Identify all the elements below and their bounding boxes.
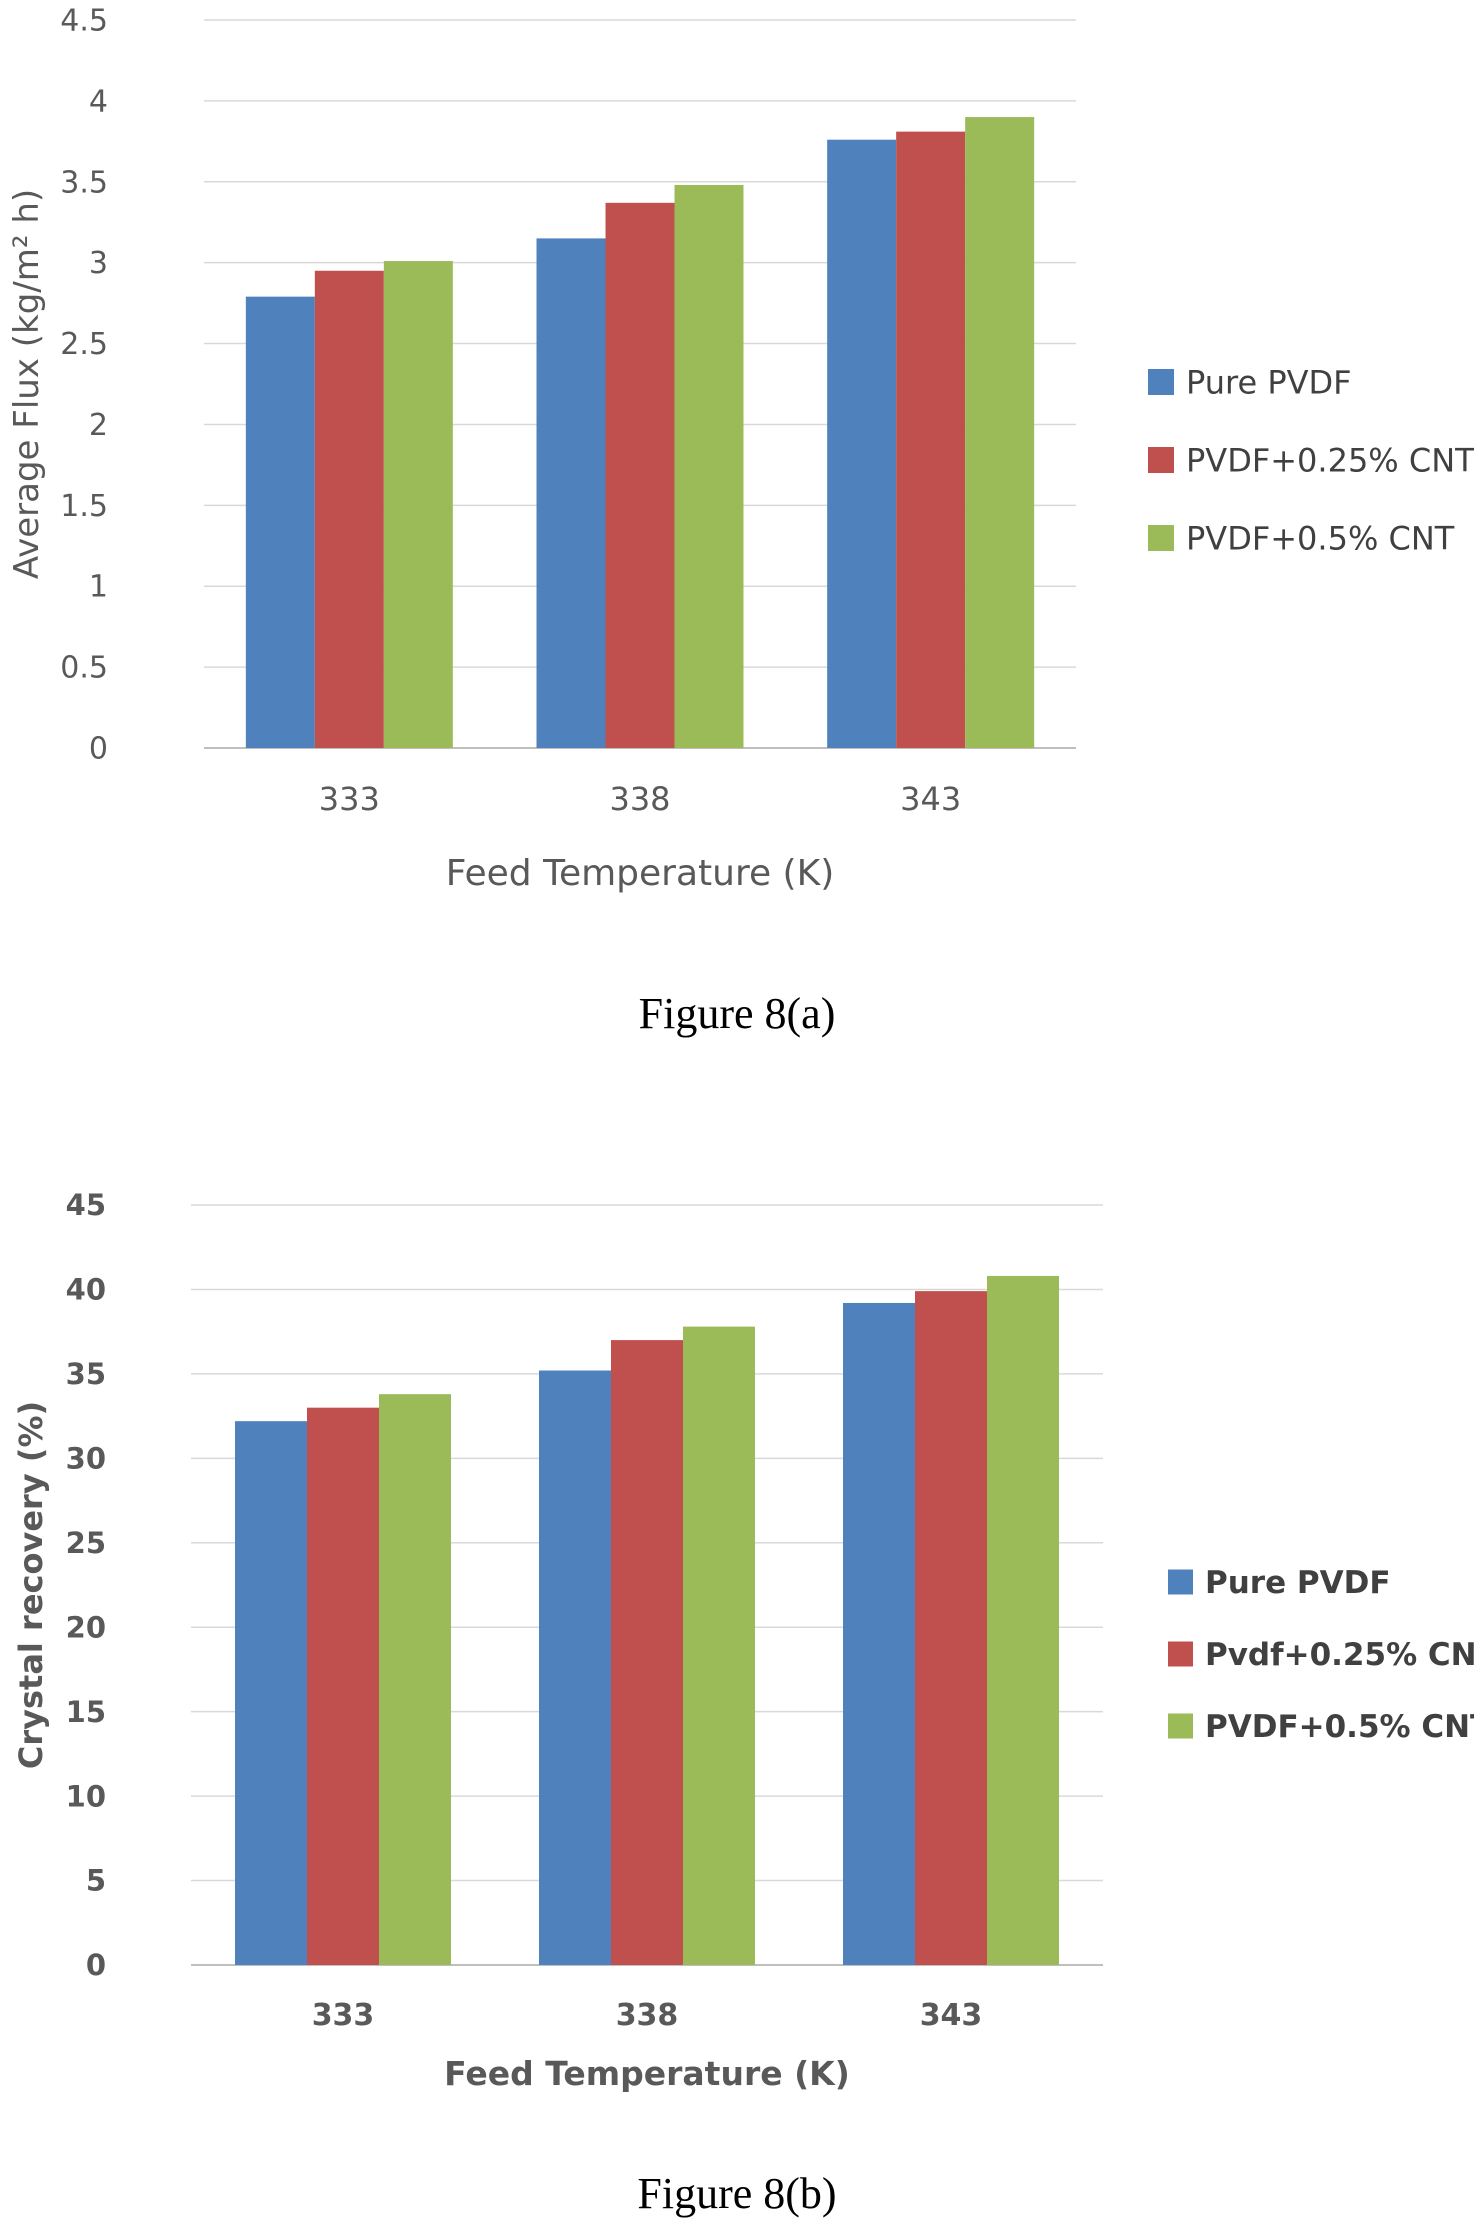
legend-swatch: [1168, 1641, 1193, 1667]
y-tick-label: 3.5: [60, 165, 108, 200]
x-tick-label: 333: [312, 1998, 375, 2033]
bar: [307, 1407, 379, 1965]
chart-figure-8b: 0 5 10 15 20 25 30 35 40 45 333 338 343 Feed Temperat…: [12, 1188, 1474, 2093]
bar: [605, 202, 675, 748]
bar: [379, 1394, 451, 1965]
y-tick-label: 1: [89, 570, 108, 605]
y-tick-label: 35: [66, 1357, 106, 1391]
bar: [827, 139, 897, 748]
x-tick-label: 343: [920, 1998, 983, 2033]
y-tick-label: 4: [89, 84, 108, 119]
legend-label: PVDF+0.25% CNT: [1186, 442, 1474, 480]
y-tick-label: 2: [89, 408, 108, 443]
y-tick-label: 10: [66, 1779, 106, 1813]
bar: [965, 117, 1035, 749]
bar: [314, 270, 384, 748]
x-tick-label: 338: [609, 780, 670, 818]
y-tick-label: 0.5: [60, 651, 108, 686]
bar: [896, 131, 966, 749]
y-tick-label: 30: [66, 1441, 106, 1475]
legend-swatch: [1148, 525, 1174, 551]
bar: [611, 1340, 683, 1965]
bar: [987, 1275, 1059, 1965]
legend-swatch: [1168, 1569, 1193, 1595]
y-axis-title: Crystal recovery (%): [12, 1401, 50, 1769]
y-tick-label: 5: [86, 1864, 106, 1898]
y-tick-label: 45: [66, 1188, 106, 1222]
y-tick-label: 20: [66, 1610, 106, 1644]
bar: [683, 1326, 755, 1965]
y-tick-label: 3: [89, 246, 108, 281]
x-tick-label: 343: [900, 780, 961, 818]
y-tick-label: 40: [66, 1273, 106, 1307]
legend-label: Pure PVDF: [1205, 1565, 1391, 1601]
legend-swatch: [1148, 369, 1174, 395]
legend-label: PVDF+0.5% CNT: [1186, 520, 1455, 558]
figure-caption-a: Figure 8(a): [638, 989, 836, 1038]
y-tick-label: 2.5: [60, 327, 108, 362]
bar: [915, 1291, 987, 1965]
legend-label: Pvdf+0.25% CNT: [1205, 1637, 1474, 1673]
bar: [235, 1421, 307, 1965]
bar: [536, 238, 606, 748]
y-tick-label: 4.5: [60, 4, 108, 39]
y-tick-label: 1.5: [60, 489, 108, 524]
y-tick-label: 0: [86, 1948, 106, 1982]
bar: [674, 185, 744, 749]
bar: [245, 296, 315, 748]
x-tick-label: 338: [616, 1998, 679, 2033]
y-tick-label: 25: [66, 1526, 106, 1560]
bar: [843, 1302, 915, 1965]
bar: [539, 1370, 611, 1965]
legend-label: Pure PVDF: [1186, 364, 1352, 402]
bar: [383, 261, 453, 748]
y-tick-label: 0: [89, 732, 108, 767]
legend-swatch: [1148, 447, 1174, 473]
x-tick-label: 333: [319, 780, 380, 818]
x-axis-title: Feed Temperature (K): [446, 853, 835, 894]
legend-swatch: [1168, 1713, 1193, 1739]
y-tick-label: 15: [66, 1695, 106, 1729]
figure-caption-b: Figure 8(b): [637, 2169, 837, 2218]
x-axis-title: Feed Temperature (K): [444, 2054, 850, 2093]
y-axis-title: Average Flux (kg/m² h): [7, 189, 47, 579]
legend-label: PVDF+0.5% CNT: [1205, 1709, 1474, 1745]
chart-figure-8a: 0 0.5 1 1.5 2 2.5 3 3.5 4 4.5 333 338 343 Feed Temper…: [7, 4, 1474, 895]
